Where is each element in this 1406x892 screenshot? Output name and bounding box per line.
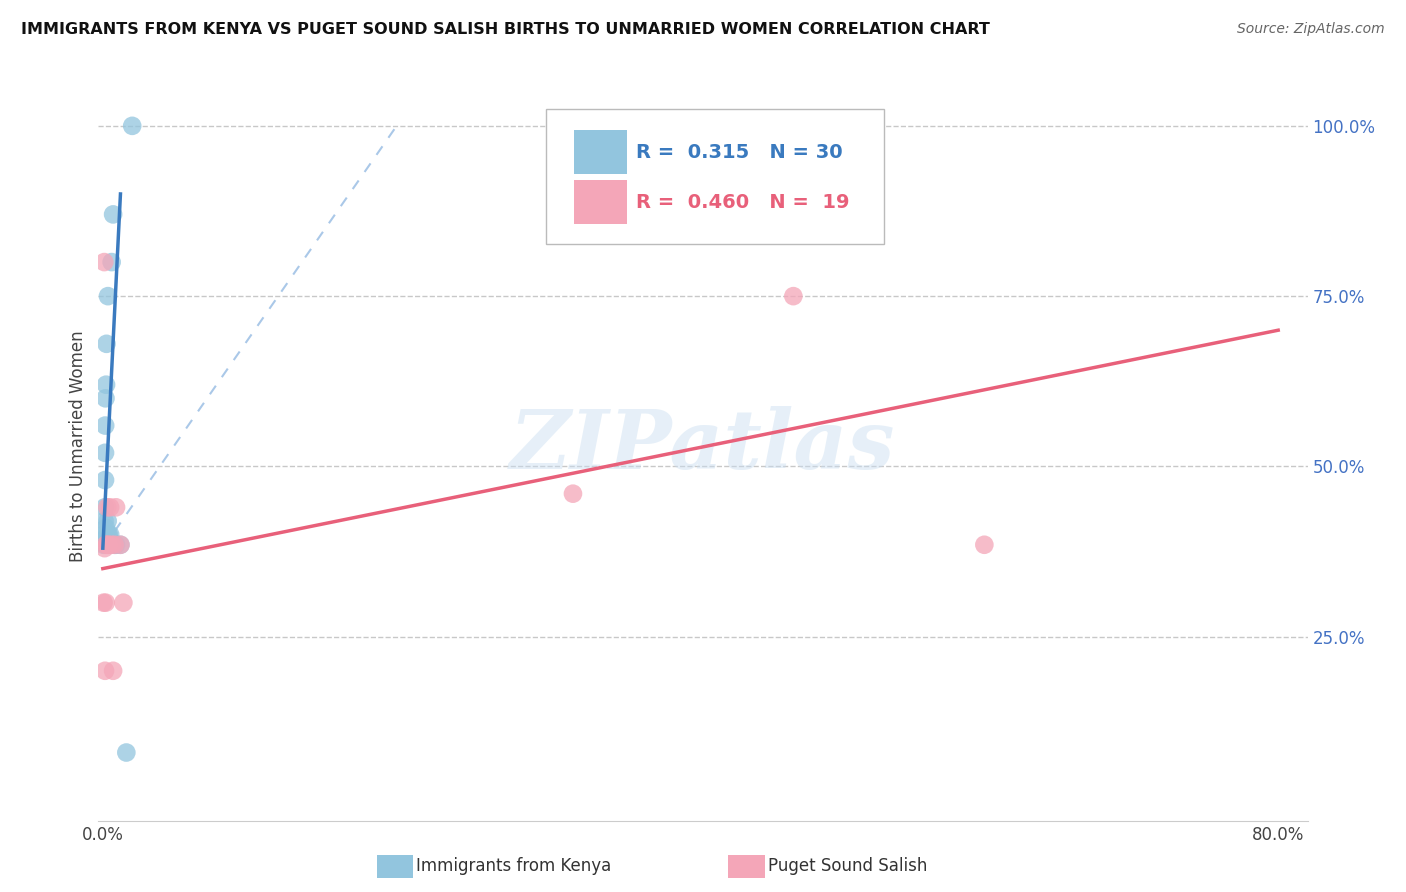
Point <box>101 207 124 221</box>
Point <box>96 336 118 351</box>
Point <box>94 664 117 678</box>
Point <box>94 538 117 552</box>
Point <box>562 486 585 500</box>
Point <box>94 531 117 545</box>
Point <box>973 538 995 552</box>
Point <box>112 596 135 610</box>
Point <box>96 538 118 552</box>
Point <box>96 531 118 545</box>
Point <box>93 255 115 269</box>
Text: ZIPatlas: ZIPatlas <box>510 406 896 486</box>
Point <box>105 538 128 552</box>
Y-axis label: Births to Unmarried Women: Births to Unmarried Women <box>69 330 87 562</box>
Point <box>105 500 128 515</box>
Text: Immigrants from Kenya: Immigrants from Kenya <box>416 857 612 875</box>
Point <box>96 500 118 515</box>
Point <box>94 500 117 515</box>
Point <box>96 538 118 552</box>
Point <box>115 746 138 760</box>
FancyBboxPatch shape <box>546 109 884 244</box>
Point <box>96 534 118 549</box>
Text: R =  0.315   N = 30: R = 0.315 N = 30 <box>637 143 844 161</box>
Point <box>93 596 115 610</box>
Point <box>94 521 117 535</box>
Point <box>97 527 120 541</box>
Text: R =  0.460   N =  19: R = 0.460 N = 19 <box>637 193 851 212</box>
Point <box>94 418 117 433</box>
Point <box>94 596 117 610</box>
Point <box>100 538 122 552</box>
Point <box>98 538 121 552</box>
Point <box>94 446 117 460</box>
Point <box>100 255 122 269</box>
Point <box>110 538 132 552</box>
Point <box>103 538 125 552</box>
Point <box>93 541 115 556</box>
Point <box>110 538 132 552</box>
Point <box>103 538 125 552</box>
FancyBboxPatch shape <box>574 180 627 224</box>
Point <box>93 514 115 528</box>
Point <box>98 527 121 541</box>
Point <box>97 289 120 303</box>
Point <box>97 538 120 552</box>
Point <box>97 514 120 528</box>
Point <box>101 664 124 678</box>
FancyBboxPatch shape <box>574 130 627 174</box>
Text: Source: ZipAtlas.com: Source: ZipAtlas.com <box>1237 22 1385 37</box>
Text: IMMIGRANTS FROM KENYA VS PUGET SOUND SALISH BIRTHS TO UNMARRIED WOMEN CORRELATIO: IMMIGRANTS FROM KENYA VS PUGET SOUND SAL… <box>21 22 990 37</box>
Point <box>94 538 117 552</box>
Point <box>94 473 117 487</box>
Point <box>782 289 804 303</box>
Point <box>97 538 120 552</box>
Point <box>98 500 121 515</box>
Point <box>94 392 117 406</box>
Point <box>93 538 115 552</box>
Point <box>121 119 143 133</box>
Text: Puget Sound Salish: Puget Sound Salish <box>768 857 927 875</box>
Point <box>96 527 118 541</box>
Point <box>93 527 115 541</box>
Point <box>94 377 117 392</box>
